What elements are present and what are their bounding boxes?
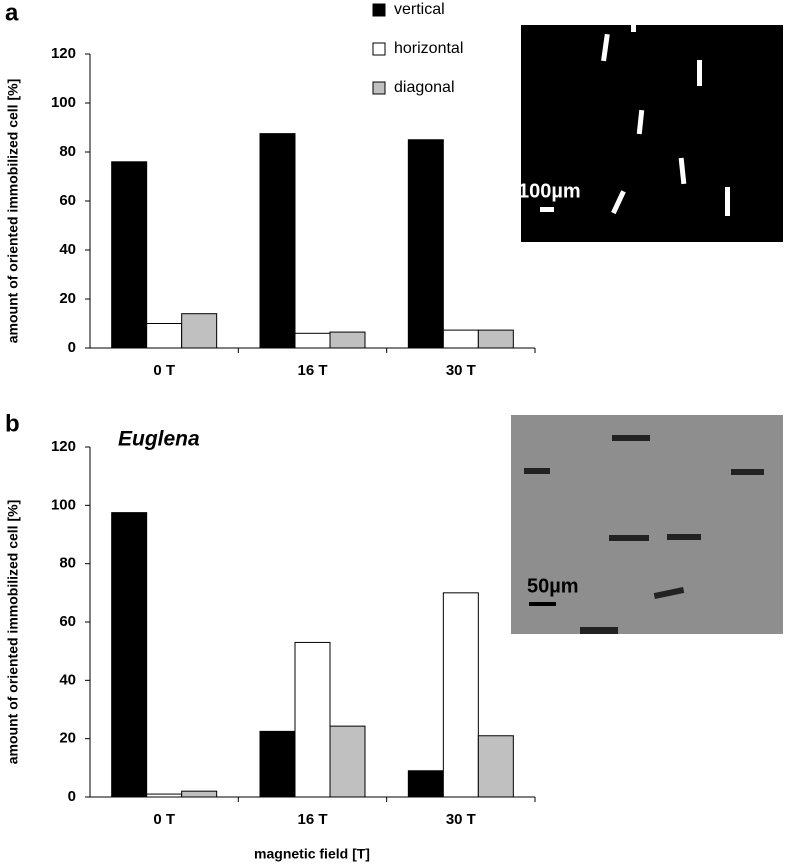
bar bbox=[329, 725, 366, 798]
y-tick-label: 100 bbox=[51, 496, 76, 513]
bar bbox=[442, 592, 479, 798]
panel-label: b bbox=[5, 410, 20, 437]
bar bbox=[259, 133, 296, 349]
x-tick-label: 30 T bbox=[446, 362, 476, 379]
bar bbox=[111, 512, 148, 798]
y-tick-label: 20 bbox=[59, 730, 76, 747]
micrograph-b bbox=[511, 415, 783, 634]
bar bbox=[294, 641, 331, 798]
bar bbox=[329, 331, 366, 349]
x-axis-label: magnetic field [T] bbox=[254, 846, 370, 862]
bar bbox=[477, 735, 514, 798]
bar bbox=[181, 313, 218, 349]
bar bbox=[181, 790, 218, 798]
bar bbox=[407, 770, 444, 798]
bar bbox=[477, 329, 514, 349]
bar bbox=[146, 323, 183, 349]
bar bbox=[294, 332, 331, 349]
x-tick-label: 16 T bbox=[297, 362, 327, 379]
y-axis-label: amount of oriented immobilized cell [%] bbox=[5, 79, 21, 343]
scale-label: 50µm bbox=[527, 575, 579, 597]
y-tick-label: 120 bbox=[51, 438, 76, 455]
y-tick-label: 40 bbox=[59, 241, 76, 258]
legend-swatch bbox=[372, 3, 386, 17]
y-tick-label: 20 bbox=[59, 290, 76, 307]
bar bbox=[111, 161, 148, 349]
y-tick-label: 100 bbox=[51, 94, 76, 111]
bar bbox=[259, 730, 296, 798]
x-tick-label: 0 T bbox=[153, 362, 175, 379]
legend-label: vertical bbox=[394, 1, 445, 18]
y-tick-label: 60 bbox=[59, 192, 76, 209]
y-tick-label: 80 bbox=[59, 555, 76, 572]
x-tick-label: 16 T bbox=[297, 811, 327, 828]
y-tick-label: 0 bbox=[68, 339, 76, 356]
bar bbox=[407, 139, 444, 349]
y-tick-label: 0 bbox=[68, 788, 76, 805]
y-tick-label: 120 bbox=[51, 45, 76, 62]
bar bbox=[442, 329, 479, 349]
y-tick-label: 80 bbox=[59, 143, 76, 160]
y-axis-label: amount of oriented immobilized cell [%] bbox=[5, 500, 21, 764]
legend-label: diagonal bbox=[394, 79, 455, 96]
y-tick-label: 40 bbox=[59, 671, 76, 688]
legend-swatch bbox=[372, 81, 386, 95]
legend-swatch bbox=[372, 42, 386, 56]
legend-label: horizontal bbox=[394, 40, 463, 57]
annotation: Euglena bbox=[118, 428, 200, 451]
scale-label: 100µm bbox=[518, 180, 581, 202]
x-tick-label: 30 T bbox=[446, 811, 476, 828]
y-tick-label: 60 bbox=[59, 613, 76, 630]
panel-label: a bbox=[5, 0, 19, 26]
x-tick-label: 0 T bbox=[153, 811, 175, 828]
micrograph-a bbox=[521, 25, 783, 242]
